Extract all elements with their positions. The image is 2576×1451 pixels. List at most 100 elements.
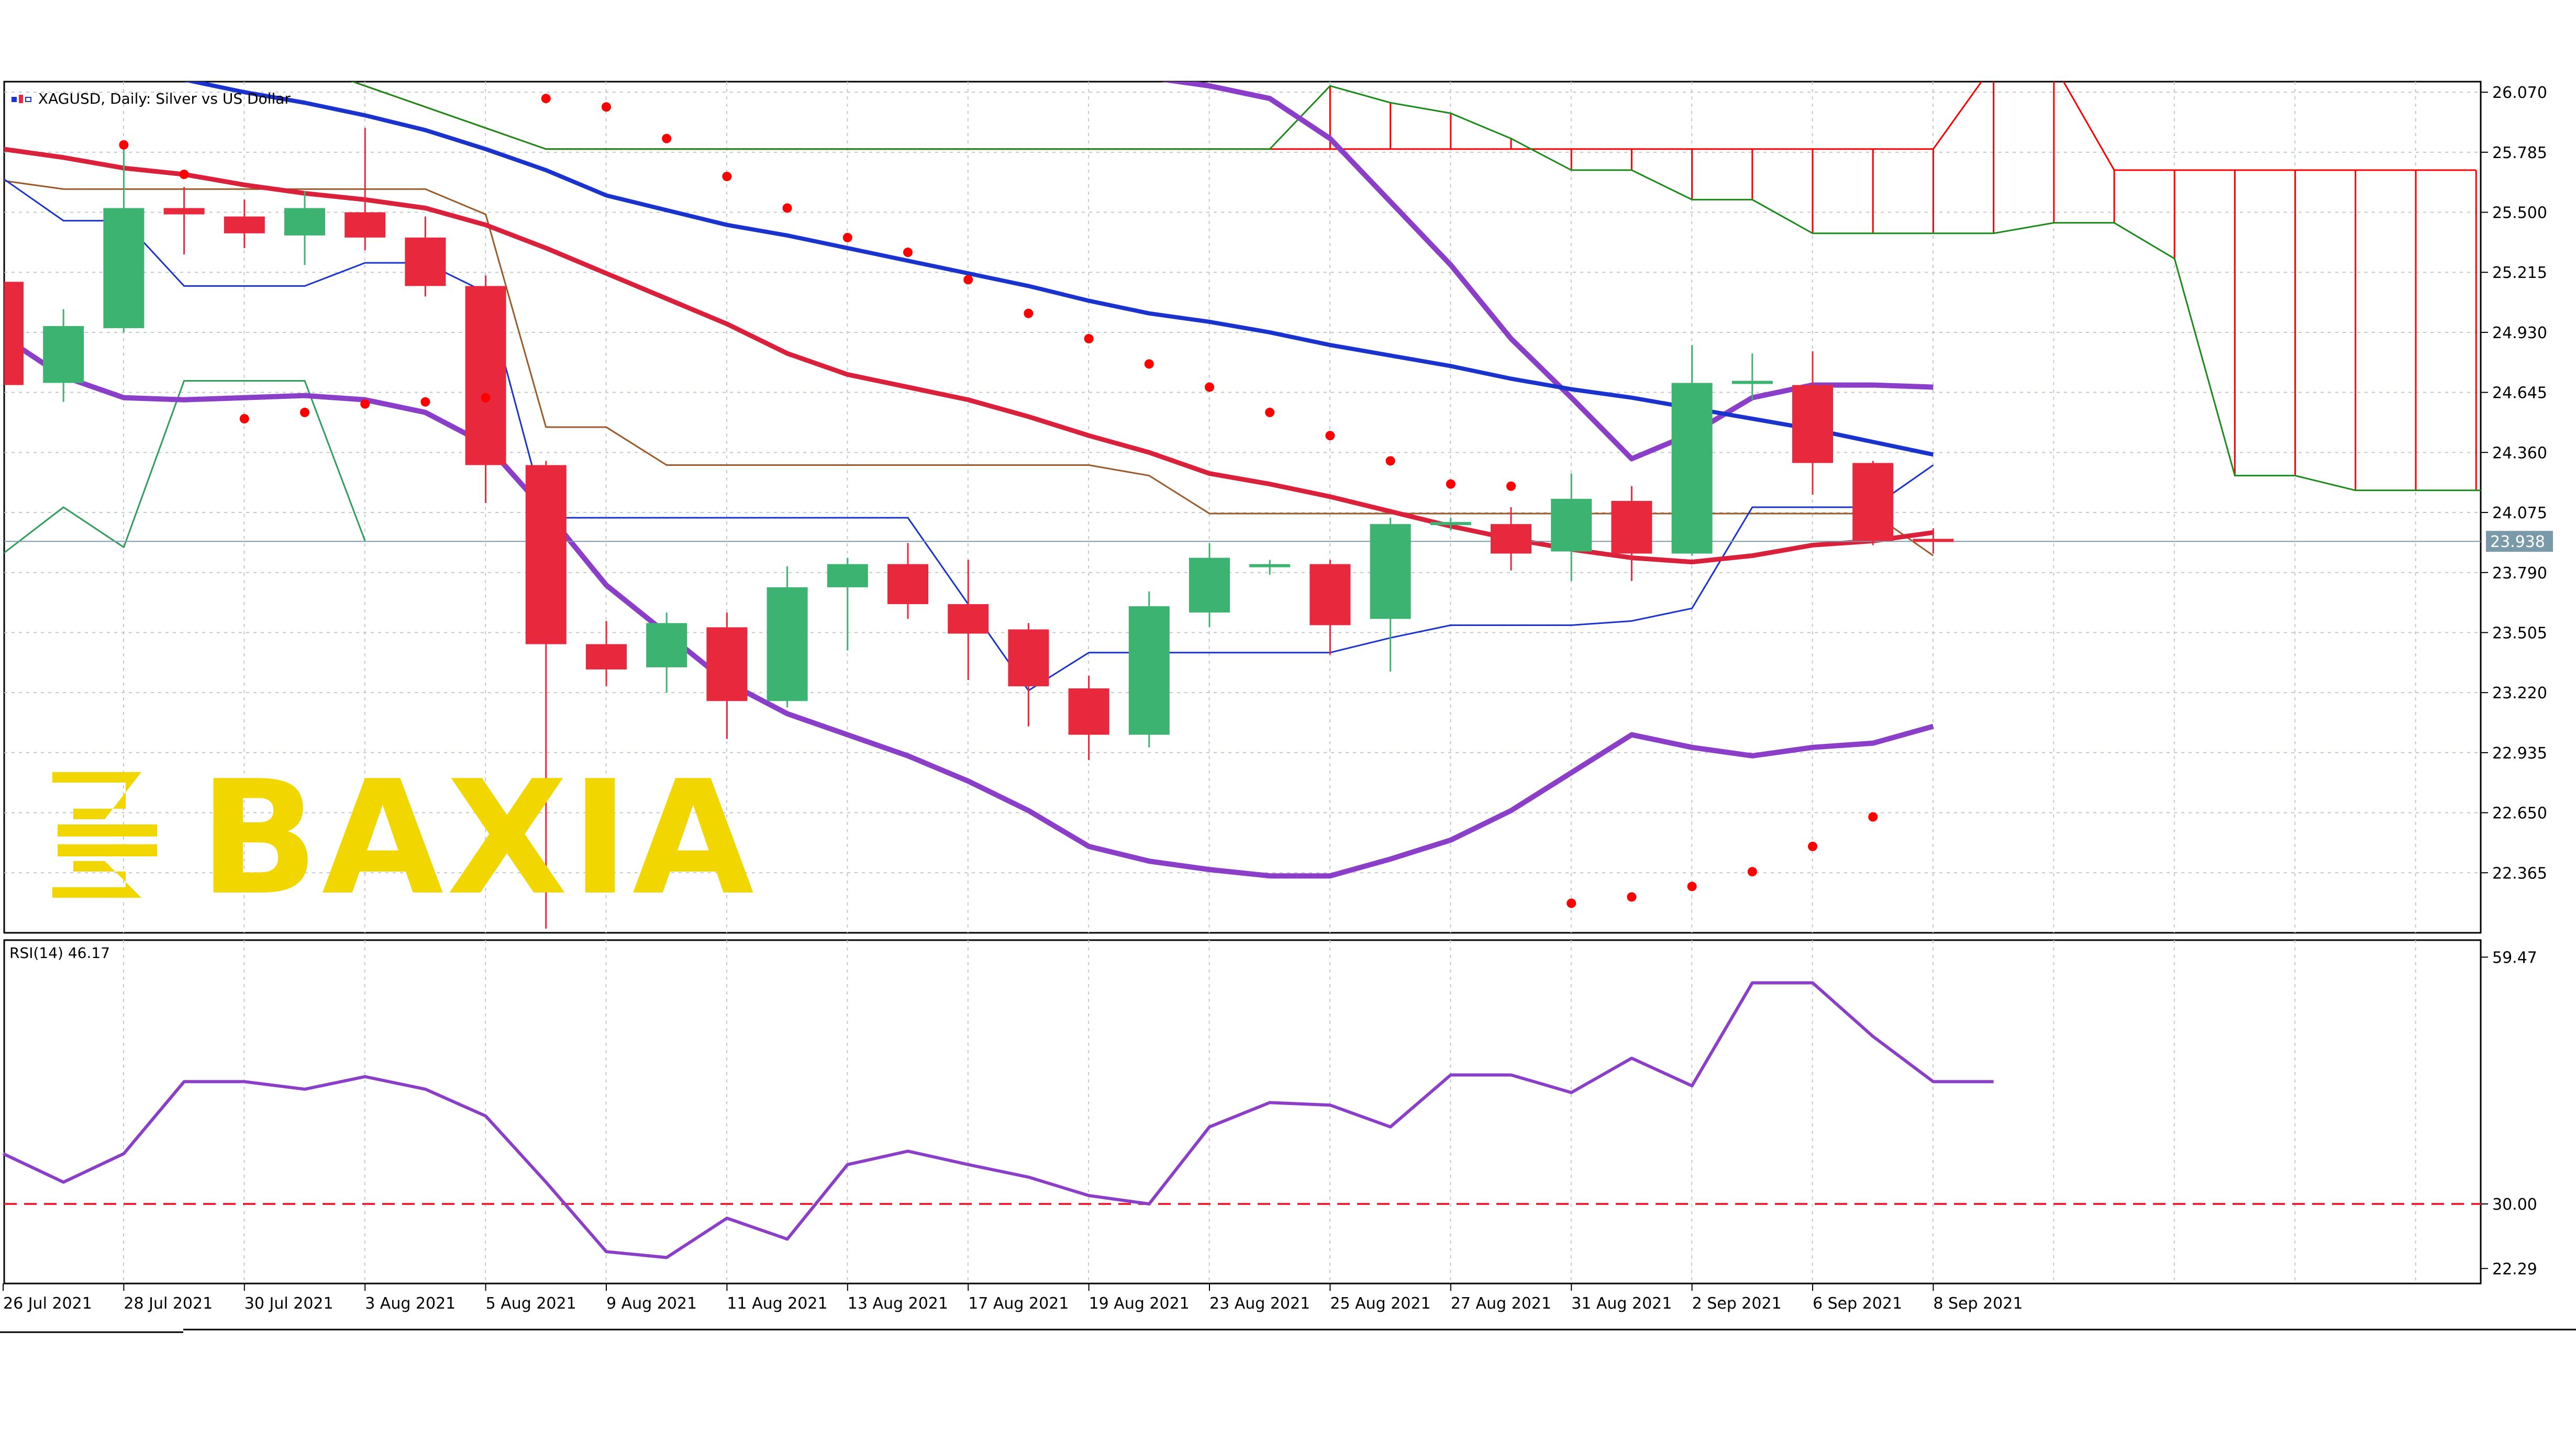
time-tick-label: 26 Jul 2021 [3,1294,92,1313]
time-tick-label: 3 Aug 2021 [365,1294,456,1313]
candle-bull [1671,383,1713,554]
candle-bull [1249,564,1291,567]
indicator-lines [4,82,2481,879]
psar-dot [1567,898,1576,908]
candle-bear [1792,385,1833,463]
price-tick-label: 23.505 [2492,624,2547,642]
candle-bull [1189,557,1230,613]
psar-dot [541,94,551,104]
psar-dot [1506,481,1516,491]
candle-bear [4,282,24,385]
psar-dot [1385,456,1395,466]
candle-bull [103,208,145,328]
time-tick-label: 19 Aug 2021 [1089,1294,1190,1313]
time-tick-label: 6 Sep 2021 [1813,1294,1902,1313]
main-pane-border [3,81,2482,934]
price-tick-label: 23.790 [2492,564,2547,583]
price-tick-label: 24.645 [2492,384,2547,403]
psar-dot [179,170,189,180]
price-tick-label: 24.075 [2492,504,2547,522]
psar-dot [1084,334,1094,344]
parabolic-sar [119,94,1878,908]
price-axis: 26.070 25.785 25.500 25.215 24.930 24.645 24.3… [2481,84,2553,883]
psar-dot [1265,407,1275,417]
time-tick-label: 8 Sep 2021 [1933,1294,2023,1313]
candle-bull [43,326,84,383]
candle-bear [405,237,446,286]
candle-bear [345,212,386,238]
candle-bull [1430,522,1471,526]
bollinger-upper [1160,82,1934,462]
psar-dot [1808,841,1817,851]
psar-dot [662,133,672,143]
bollinger-lower [4,334,1934,879]
psar-dot [1446,479,1456,489]
candle-bear [948,604,989,634]
candle-bull [767,587,808,701]
current-price-badge [2486,531,2553,552]
rsi-tick-label: 22.29 [2492,1260,2537,1278]
candle-bull [1370,524,1411,619]
time-tick-label: 11 Aug 2021 [727,1294,827,1313]
psar-dot [602,102,611,112]
candle-bull [646,623,687,667]
psar-dot [1024,308,1034,318]
baxia-watermark: BAXIA [47,760,754,917]
price-tick-label: 24.360 [2492,444,2547,462]
time-tick-label: 2 Sep 2021 [1692,1294,1782,1313]
candle-bear [163,208,205,215]
psar-dot [1325,431,1335,441]
candle-bear [1852,463,1894,541]
baxia-wordmark: BAXIA [199,747,757,930]
psar-dot [782,203,792,213]
price-tick-label: 22.935 [2492,744,2547,763]
psar-dot [300,407,309,417]
rsi-line [2,981,1994,1259]
candle-bear [1491,524,1531,554]
current-price-label: 23.938 [2490,533,2545,551]
rsi-tick-label: 59.47 [2492,948,2537,967]
candle-bear [1913,539,1954,542]
psar-dot [119,140,129,150]
psar-dot [360,399,370,409]
price-tick-label: 25.785 [2492,144,2547,162]
rsi-pane-border [3,939,2482,1285]
psar-dot [722,172,732,182]
time-tick-label: 13 Aug 2021 [848,1294,948,1313]
candle-bear [887,564,928,605]
time-tick-label: 23 Aug 2021 [1209,1294,1310,1313]
time-tick-label: 25 Aug 2021 [1330,1294,1430,1313]
rsi-pane: 59.47 30.00 22.29 [2,948,2537,1278]
chikou-span [4,380,366,554]
psar-dot [1205,382,1214,392]
time-tick-label: 30 Jul 2021 [245,1294,334,1313]
time-tick-label: 28 Jul 2021 [124,1294,213,1313]
time-axis: 26 Jul 2021 28 Jul 2021 30 Jul 2021 3 Aug 2… [3,1283,2023,1313]
price-tick-label: 24.930 [2492,324,2547,342]
psar-dot [481,393,491,403]
senkou-span-b [350,82,2481,492]
moving-average-red [4,147,1934,565]
psar-dot [1868,812,1878,822]
psar-dot [1627,892,1637,902]
candle-bear [586,644,627,669]
candle-bear [1008,629,1049,687]
price-tick-label: 25.500 [2492,204,2547,222]
senkou-span-a [350,82,2477,171]
psar-dot [963,275,973,285]
rsi-tick-label: 30.00 [2492,1196,2537,1214]
baxia-logo-icon [52,772,157,898]
candle-bear [525,465,567,644]
candle-bear [224,216,265,233]
chart-symbol-icon [10,93,34,106]
time-tick-label: 31 Aug 2021 [1571,1294,1672,1313]
chart-title-row: XAGUSD, Daily: Silver vs US Dollar [10,90,291,107]
candle-bear [706,627,748,701]
candle-bear [1068,688,1109,735]
psar-dot [903,248,913,258]
rsi-title: RSI(14) 46.17 [9,944,110,962]
price-tick-label: 22.650 [2492,805,2547,823]
candle-bear [1611,500,1652,554]
price-tick-label: 26.070 [2492,84,2547,102]
